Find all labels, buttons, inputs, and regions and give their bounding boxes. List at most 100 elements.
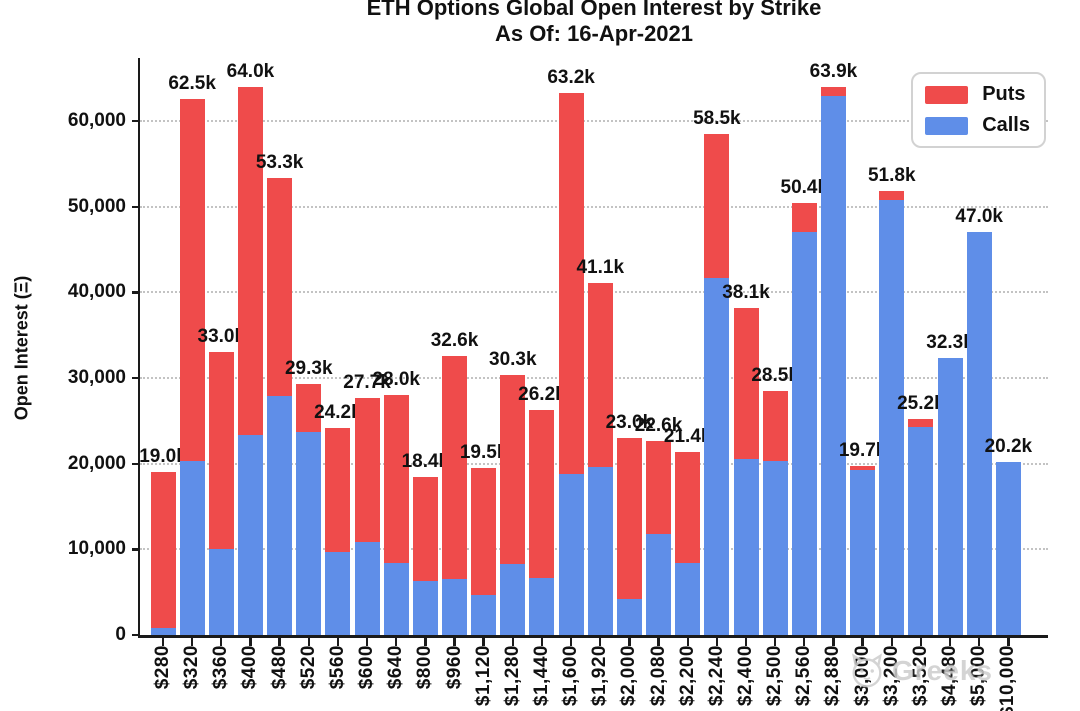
x-tick-mark: [628, 637, 631, 646]
legend-puts-label: Puts: [982, 83, 1026, 105]
bar-$320: [179, 99, 205, 635]
x-tick-mark: [773, 637, 777, 646]
x-tick-mark: [832, 637, 835, 646]
bar-total-label-$3,520: 25.2k: [897, 393, 945, 415]
x-tick-mark: [919, 637, 923, 646]
y-tick-label: 0: [115, 624, 126, 645]
bar-total-label-$1,280: 30.3k: [489, 349, 537, 371]
bar-segment-puts-$2,500: [762, 390, 788, 462]
x-tick-label-text: $3,000: [851, 645, 873, 707]
bar-segment-calls-$400: [237, 435, 263, 635]
x-tick-label-text: $2,500: [764, 645, 786, 707]
x-tick-label-text: $3,520: [909, 645, 931, 707]
bar-segment-puts-$3,200: [879, 191, 905, 201]
bar-segment-calls-$640: [383, 563, 409, 635]
bar-segment-calls-$3,200: [879, 200, 905, 635]
x-tick-mark: [569, 637, 573, 646]
legend-calls-label: Calls: [982, 114, 1030, 136]
x-tick-label-text: $280: [152, 645, 173, 690]
bar-segment-puts-$2,880: [820, 87, 846, 96]
x-tick-label-text: $4,480: [939, 645, 961, 707]
bar-segment-calls-$560: [325, 551, 351, 635]
x-tick-mark: [220, 637, 223, 646]
x-tick-label-text: $520: [297, 645, 319, 690]
bar-segment-puts-$1,920: [587, 282, 613, 468]
x-tick-mark: [744, 637, 748, 646]
bar-$1,280: [500, 375, 526, 635]
x-tick-label-text: $1,280: [501, 645, 523, 707]
bar-segment-calls-$960: [442, 579, 467, 635]
bar-segment-calls-$1,600: [558, 473, 584, 635]
x-tick-label-text: $2,000: [618, 645, 640, 707]
bar-total-label-$2,400: 38.1k: [722, 282, 770, 304]
bar-total-label-$3,200: 51.8k: [867, 165, 916, 187]
x-tick-mark: [249, 637, 252, 646]
bar-segment-puts-$1,600: [558, 93, 584, 474]
bar-$2,880: [820, 87, 846, 635]
bar-segment-calls-$4,480: [937, 358, 963, 635]
calls-swatch-icon: [925, 116, 969, 135]
bar-$2,560: [791, 203, 817, 635]
bar-segment-puts-$1,280: [500, 375, 526, 564]
bar-segment-calls-$5,000: [966, 232, 992, 635]
chart-title-line2: As Of: 16-Apr-2021: [494, 21, 694, 46]
x-tick-label-text: $2,560: [793, 645, 815, 707]
y-tick-mark: [132, 548, 140, 551]
bar-segment-calls-$2,400: [733, 459, 759, 635]
x-tick-mark: [948, 637, 952, 646]
bar-segment-puts-$960: [442, 355, 467, 580]
bar-segment-calls-$360: [208, 549, 234, 635]
bar-$1,440: [529, 410, 555, 635]
bar-segment-calls-$600: [354, 541, 380, 635]
bar-$2,000: [616, 437, 642, 635]
bar-$360: [208, 352, 234, 635]
x-tick-mark: [161, 637, 165, 646]
legend-item-puts: Puts: [925, 83, 1030, 106]
bar-$4,480: [937, 358, 963, 635]
y-tick-mark: [132, 376, 140, 380]
x-tick-mark: [890, 637, 893, 646]
bar-$10,000: [995, 461, 1021, 635]
y-tick-label: 60,000: [67, 109, 126, 131]
x-tick-label-text: $400: [239, 645, 261, 690]
bar-segment-calls-$480: [267, 395, 293, 635]
y-tick-label: 50,000: [67, 195, 126, 217]
y-axis-line: [137, 58, 140, 638]
bar-$2,240: [704, 133, 730, 635]
bar-total-label-$1,440: 26.2k: [518, 384, 566, 406]
bar-total-label-$480: 53.3k: [255, 152, 304, 174]
bar-segment-puts-$800: [412, 477, 438, 581]
bar-$280: [150, 472, 176, 635]
x-tick-label-text: $560: [326, 645, 348, 690]
bar-segment-calls-$2,000: [616, 598, 642, 635]
y-tick-mark: [132, 119, 140, 123]
bar-total-label-$800: 18.4k: [401, 451, 450, 473]
bar-total-label-$520: 29.3k: [284, 357, 333, 379]
x-tick-label-text: $10,000: [997, 645, 1019, 711]
bar-$1,600: [558, 93, 584, 635]
bar-$3,000: [850, 466, 876, 635]
chart-title-line1: ETH Options Global Open Interest by Stri…: [366, 0, 822, 20]
bar-$800: [412, 477, 438, 635]
bar-total-label-$2,080: 22.6k: [634, 415, 683, 437]
x-tick-mark: [190, 637, 194, 646]
x-axis-line: [137, 635, 1048, 638]
bar-segment-calls-$2,080: [646, 533, 672, 635]
bar-segment-calls-$2,240: [704, 278, 730, 635]
bar-total-label-$5,000: 47.0k: [955, 206, 1003, 228]
bar-segment-puts-$400: [237, 86, 263, 436]
chart-title: ETH Options Global Open Interest by Stri…: [140, 0, 1048, 47]
bar-total-label-$960: 32.6k: [430, 329, 479, 351]
bar-segment-calls-$1,280: [500, 563, 526, 635]
x-tick-mark: [453, 637, 456, 646]
bar-total-label-$2,000: 23.0k: [605, 411, 654, 433]
x-tick-mark: [336, 637, 340, 646]
legend: Puts Calls: [911, 72, 1046, 148]
bar-segment-puts-$640: [383, 395, 409, 563]
x-tick-label-text: $480: [268, 645, 290, 690]
bar-total-label-$400: 64.0k: [226, 60, 275, 82]
x-tick-mark: [715, 637, 719, 646]
bar-segment-calls-$280: [150, 628, 176, 635]
bar-$640: [383, 395, 409, 635]
gridline-50000: [140, 205, 1048, 208]
